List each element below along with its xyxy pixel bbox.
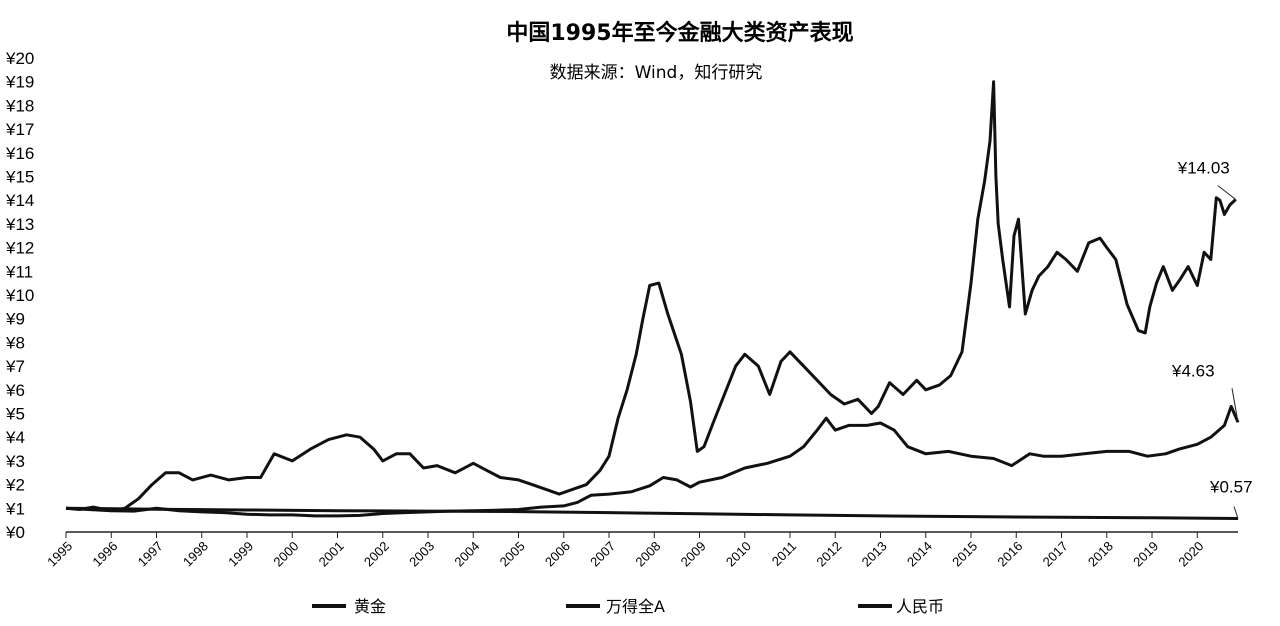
y-tick-label: ¥2	[5, 476, 25, 495]
x-tick-label: 2011	[769, 538, 799, 568]
annotation-label: ¥14.03	[1177, 158, 1230, 177]
y-tick-label: ¥11	[5, 262, 33, 281]
y-tick-label: ¥7	[5, 357, 25, 376]
y-tick-label: ¥8	[5, 333, 25, 352]
y-tick-label: ¥4	[5, 428, 25, 447]
y-tick-label: ¥12	[5, 239, 34, 258]
y-tick-label: ¥19	[5, 73, 34, 92]
series-lines	[65, 80, 1240, 520]
legend-label-gold: 黄金	[354, 597, 386, 616]
x-tick-label: 1997	[135, 538, 166, 569]
y-tick-label: ¥17	[5, 120, 34, 139]
chart-subtitle: 数据来源：Wind，知行研究	[550, 63, 763, 83]
x-tick-label: 2017	[1040, 538, 1071, 569]
x-tick-label: 2008	[632, 538, 663, 569]
y-tick-label: ¥13	[5, 215, 34, 234]
annotation-label: ¥0.57	[1209, 477, 1253, 496]
x-tick-label: 2005	[497, 538, 528, 569]
series-line-rmb	[65, 506, 1239, 520]
legend: 黄金 万得全A 人民币	[312, 597, 944, 616]
series-line-gold	[65, 404, 1240, 518]
y-tick-label: ¥15	[5, 168, 34, 187]
x-tick-label: 1999	[225, 538, 256, 569]
y-tick-label: ¥0	[5, 523, 25, 542]
legend-label-wind-a: 万得全A	[606, 597, 665, 616]
annotation-leader	[1233, 506, 1239, 519]
y-tick-label: ¥9	[5, 310, 25, 329]
x-tick-label: 1995	[44, 538, 75, 569]
x-tick-label: 2016	[994, 538, 1025, 569]
y-tick-label: ¥6	[5, 381, 25, 400]
x-tick-label: 1996	[89, 538, 120, 569]
x-tick-label: 2001	[316, 538, 347, 569]
x-tick-label: 2000	[270, 538, 301, 569]
annotation-leader	[1231, 388, 1239, 423]
x-tick-label: 2010	[723, 538, 754, 569]
x-tick-label: 2014	[904, 538, 935, 569]
annotation-label: ¥4.63	[1171, 361, 1215, 380]
end-value-annotations: ¥14.03 ¥4.63 ¥0.57	[1171, 158, 1253, 519]
y-axis: ¥0 ¥1 ¥2 ¥3 ¥4 ¥5 ¥6 ¥7 ¥8 ¥9 ¥10 ¥11 ¥12 ¥13 ¥14 ¥15 ¥1…	[5, 49, 34, 542]
y-tick-label: ¥10	[5, 286, 34, 305]
y-tick-label: ¥16	[5, 144, 34, 163]
chart-title: 中国1995年至今金融大类资产表现	[506, 20, 853, 46]
x-tick-label: 2012	[813, 538, 844, 569]
x-axis: 1995 1996 1997 1998 1999 2000 2001 2002 2003 2004…	[44, 531, 1238, 570]
annotation-leader	[1217, 185, 1237, 200]
x-tick-label: 2006	[542, 538, 573, 569]
x-tick-label: 1998	[180, 538, 211, 569]
x-tick-label: 2004	[451, 538, 482, 569]
x-tick-label: 2015	[949, 538, 980, 569]
y-tick-label: ¥20	[5, 49, 34, 68]
x-tick-label: 2002	[361, 538, 392, 569]
x-tick-label: 2013	[859, 538, 890, 569]
x-tick-label: 2003	[406, 538, 437, 569]
legend-label-rmb: 人民币	[896, 597, 944, 616]
x-tick-label: 2007	[587, 538, 618, 569]
x-tick-label: 2020	[1175, 538, 1206, 569]
y-tick-label: ¥14	[5, 191, 34, 210]
x-tick-label: 2018	[1085, 538, 1116, 569]
series-line-wind-a	[65, 80, 1237, 513]
x-tick-label: 2009	[678, 538, 709, 569]
y-tick-label: ¥3	[5, 452, 25, 471]
y-tick-label: ¥18	[5, 96, 34, 115]
y-tick-label: ¥1	[5, 499, 25, 518]
x-tick-label: 2019	[1130, 538, 1161, 569]
y-tick-label: ¥5	[5, 405, 25, 424]
